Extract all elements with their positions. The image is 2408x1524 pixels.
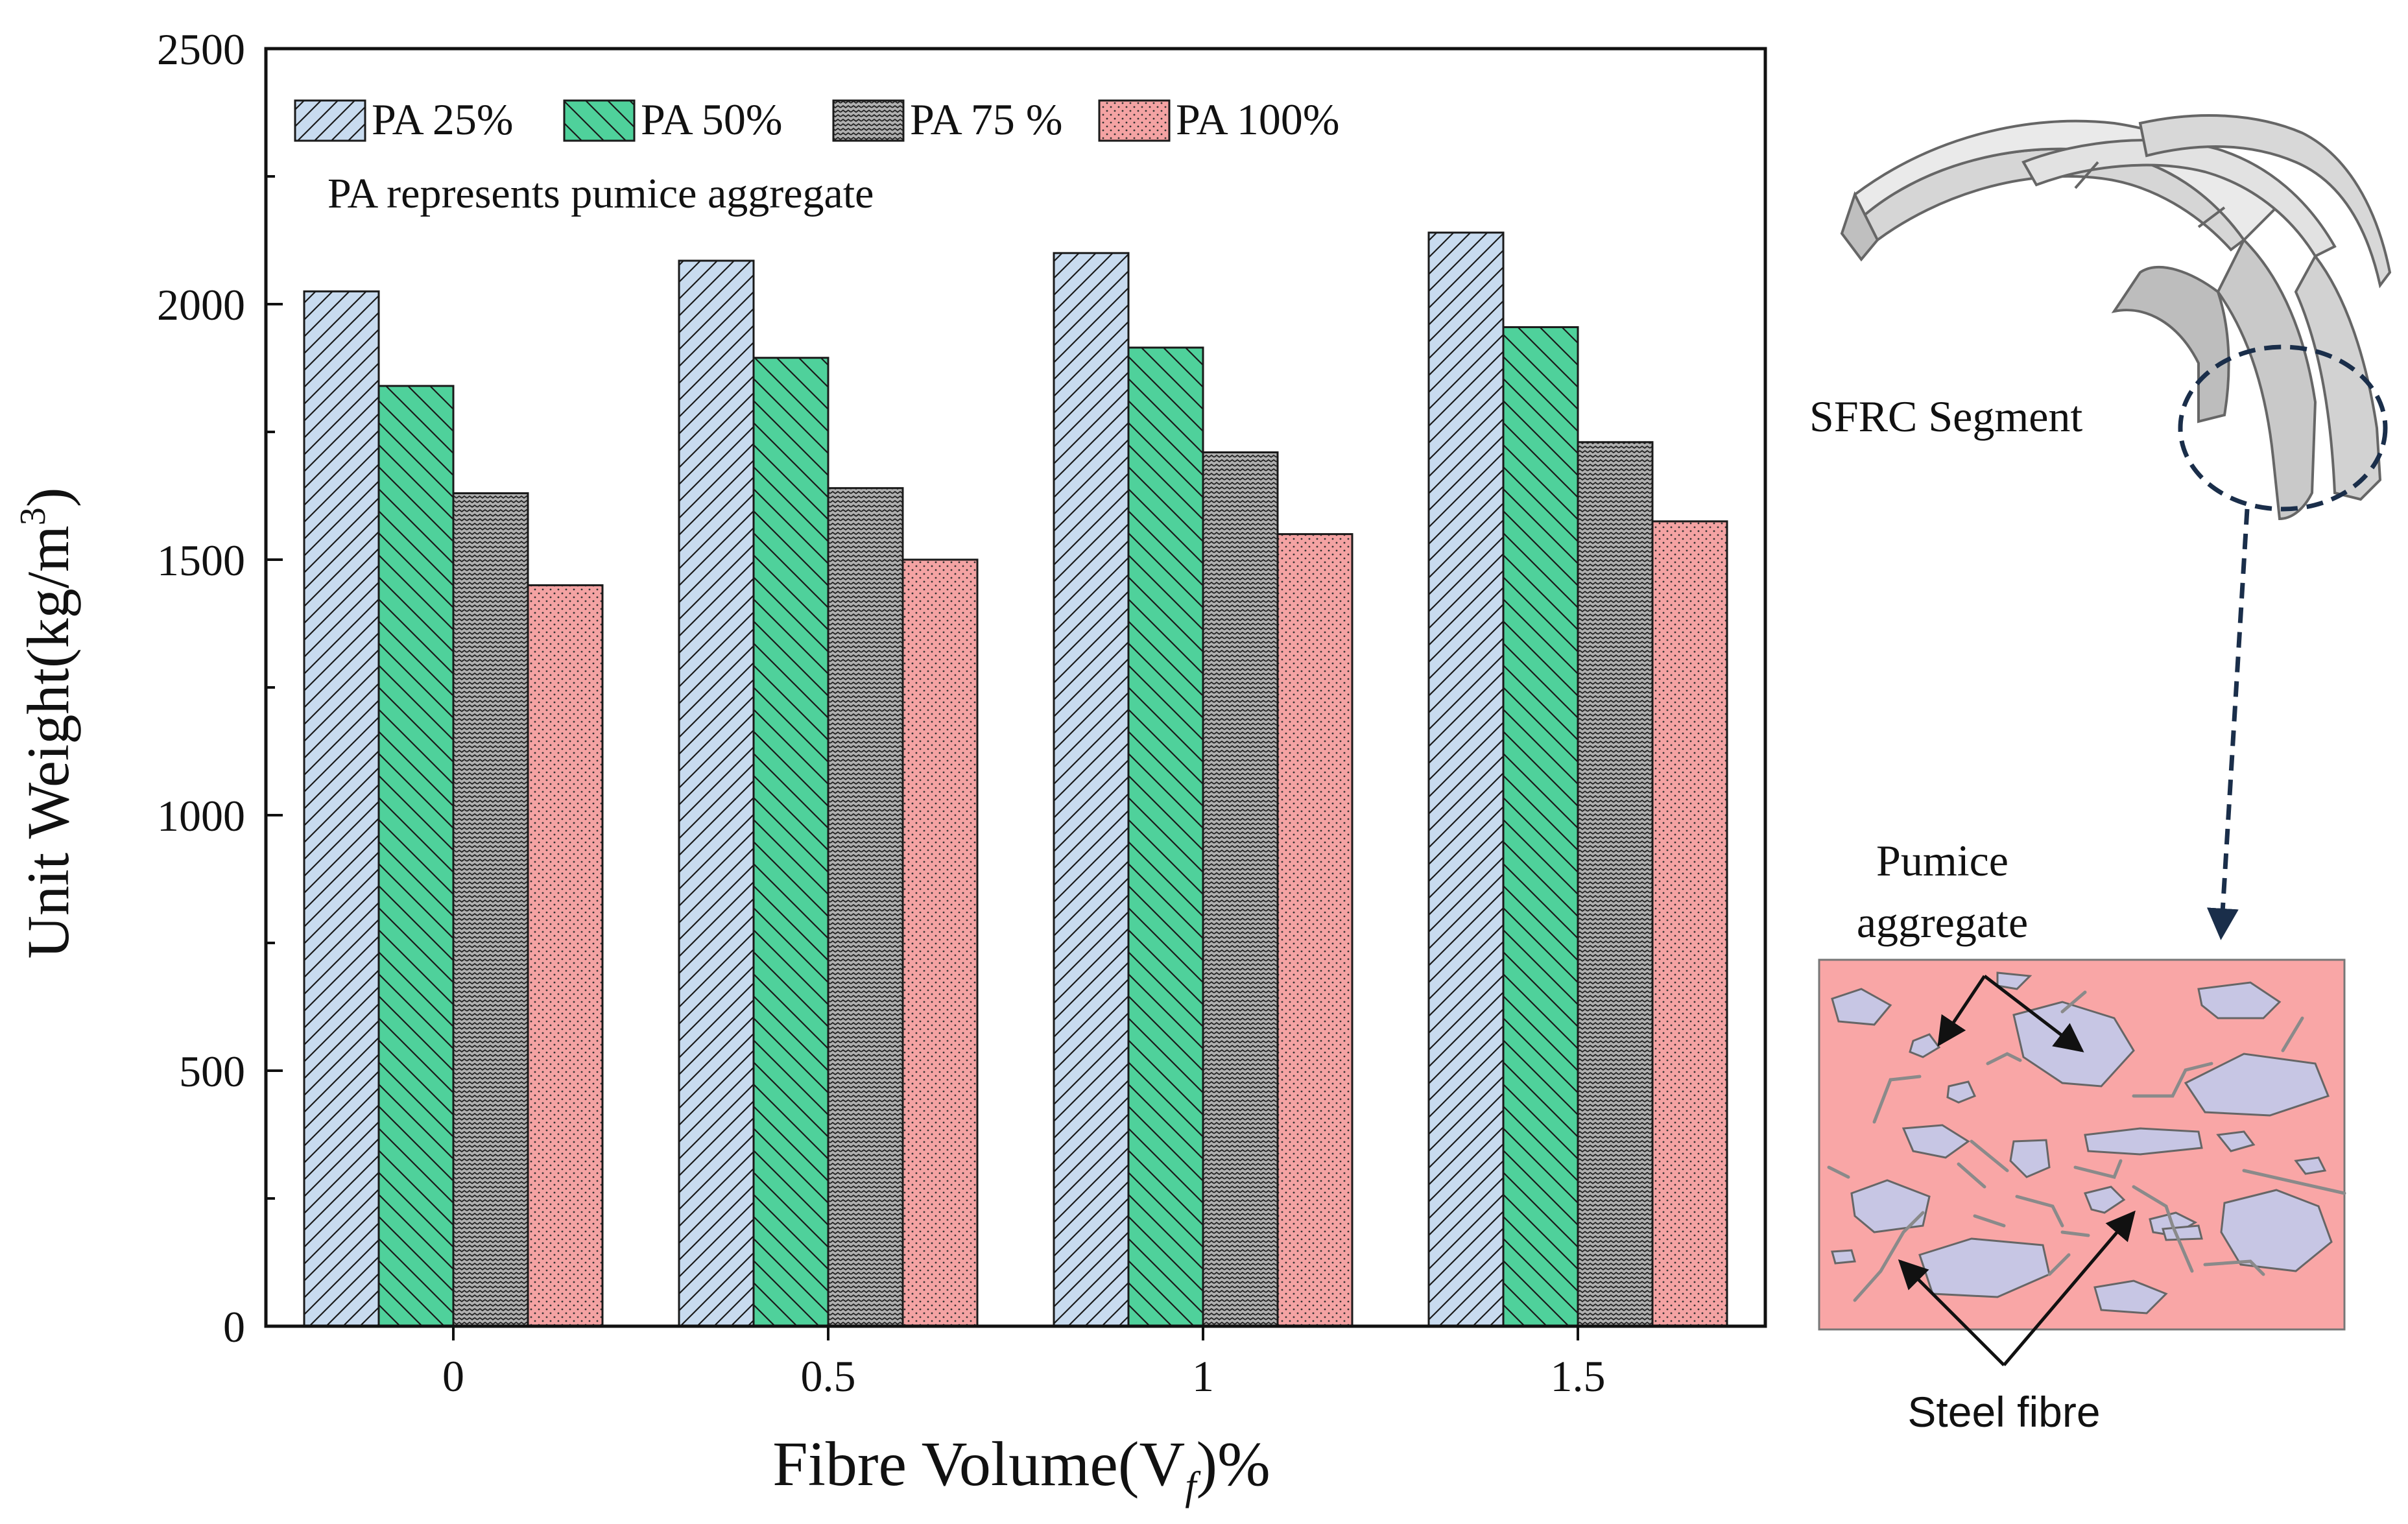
legend-swatch [1098,99,1171,142]
legend-swatch [832,99,905,142]
y-tick-label: 2000 [157,280,245,329]
aggregate [2162,1224,2203,1241]
steel-fibre [2132,1185,2194,1273]
steel-fibre [2073,1159,2123,1179]
aggregate [2294,1156,2327,1175]
bar-pa-50--0-5 [752,357,829,1328]
fibre-label: Steel fibre [1907,1388,2100,1436]
bar-pa-75--1 [1202,451,1279,1328]
segment-body-3 [2111,266,2230,423]
steel-fibre [1970,1139,2009,1173]
y-tick-label: 1000 [157,791,245,840]
bar-pa-50--1-5 [1502,326,1579,1328]
steel-fibre [2242,1169,2346,1195]
y-axis-title-sup: 3 [13,507,53,525]
pumice-arrow [1983,975,2084,1053]
aggregate [2083,1185,2126,1214]
legend-swatch [294,99,366,142]
aggregate [1850,1179,1931,1233]
composite-microstructure [1818,958,2346,1366]
pumice-arrow [1937,975,1986,1047]
steel-fibre [2060,1230,2090,1237]
segment-body-2 [2294,254,2382,501]
legend-swatch [563,99,636,142]
bar-pa-25--1 [1053,252,1130,1328]
legend-label: PA 75 % [910,95,1063,144]
bar-pa-75--0 [452,492,529,1328]
bar-pa-100--1 [1276,533,1353,1328]
steel-fibre [2281,1016,2304,1053]
bar-pa-25--1-5 [1427,232,1505,1328]
y-axis-title: Unit Weight(kg/m3) [13,488,81,959]
aggregate [1946,1080,1977,1104]
aggregate [2216,1130,2256,1152]
aggregate [2093,1280,2168,1315]
y-tick-label: 0 [223,1302,245,1351]
steel-fibre [1957,1162,1986,1189]
bar-pa-100--0-5 [901,558,979,1328]
aggregate [1831,988,1892,1026]
y-axis-title-main: Unit Weight(kg/m [15,525,81,958]
x-axis-title: Fibre Volume(Vf)% [772,1429,1270,1508]
axes-group: 0 500 1000 1500 2000 2500 0 0.5 1 1.5 [157,25,1767,1401]
legend-label: PA 50% [641,95,783,144]
segment-flange [1840,191,1879,262]
aggregate [2197,981,2282,1019]
x-axis-title-main: Fibre Volume(V [772,1429,1185,1499]
bar-pa-50--1 [1127,346,1204,1328]
legend-label: PA 25% [372,95,514,144]
steel-fibre [1853,1211,1925,1302]
pumice-label-line1: Pumice [1876,836,2009,885]
sfrc-segment-illustration [1840,114,2392,521]
zoom-circle [2178,344,2388,512]
x-tick-label: 1.5 [1551,1351,1606,1401]
x-tick-label: 0 [442,1351,464,1401]
bar-pa-100--0 [527,584,604,1328]
bar-pa-25--0 [303,290,380,1328]
fibre-arrow [2003,1210,2136,1366]
legend: PA 25% PA 50% PA 75 % PA 100% [294,95,1340,144]
aggregate [2084,1127,2203,1156]
steel-fibre [1827,1165,1850,1179]
aggregate [1831,1249,1856,1265]
steel-fibre [1986,1052,2022,1066]
bar-pa-75--1-5 [1577,441,1654,1328]
steel-fibre [2203,1259,2265,1276]
aggregate [2184,1053,2330,1117]
zoom-arrow [2206,508,2250,940]
x-tick-label: 1 [1192,1351,1214,1401]
chart-annotation: PA represents pumice aggregate [328,170,874,217]
bar-pa-75--0-5 [827,487,904,1328]
steel-fibre [1973,1214,2006,1228]
aggregate [1909,1033,1941,1058]
bar-pa-25--0-5 [678,259,755,1328]
bars-group [303,232,1728,1328]
y-tick-label: 1500 [157,536,245,585]
steel-fibre [2015,1195,2064,1228]
bar-pa-50--0 [377,385,455,1328]
aggregate [2009,1139,2051,1178]
steel-fibre [2060,990,2087,1014]
y-tick-label: 500 [179,1047,245,1096]
segment-ring-3 [2138,114,2392,289]
fibre-arrow [1898,1259,2005,1366]
steel-fibre [2132,1062,2213,1098]
steel-fibre [1872,1075,1922,1124]
y-axis-title-suffix: ) [15,488,81,508]
segment-label: SFRC Segment [1809,392,2082,441]
aggregate [1901,1124,1970,1159]
x-axis-title-suffix: )% [1197,1429,1270,1499]
y-tick-label: 2500 [157,25,245,74]
steel-fibre [2047,1253,2071,1276]
aggregate [2220,1189,2333,1272]
legend-label: PA 100% [1176,95,1340,144]
x-tick-label: 0.5 [801,1351,856,1401]
aggregate [1996,971,2032,990]
pumice-label-line2: aggregate [1857,898,2028,947]
bar-pa-100--1-5 [1651,520,1728,1328]
